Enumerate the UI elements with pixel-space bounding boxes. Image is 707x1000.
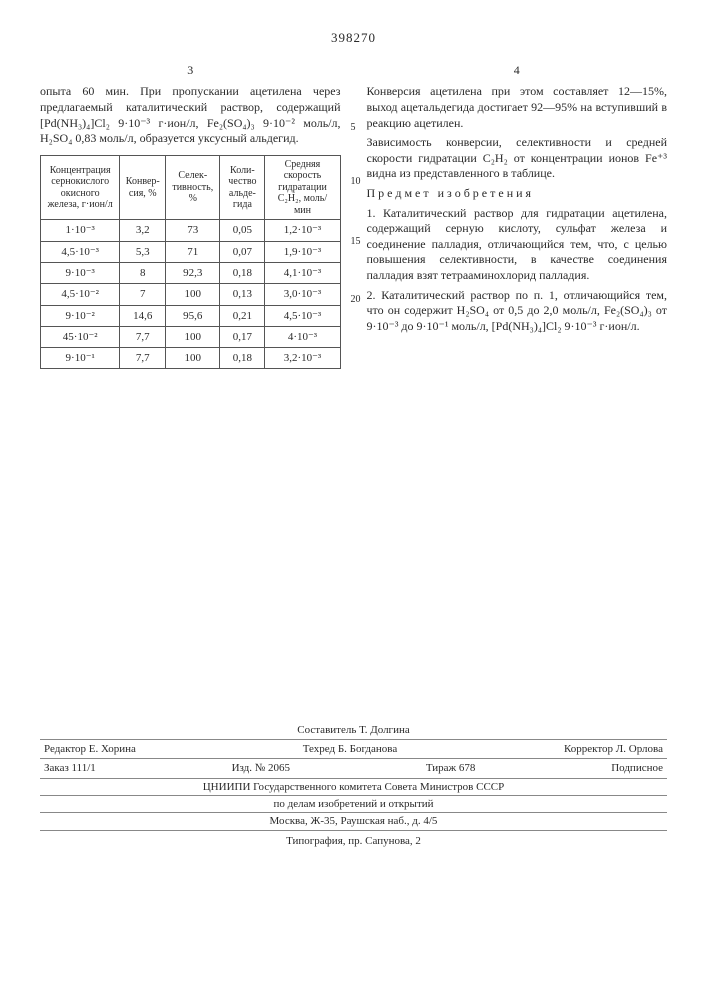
table-row: 45·10⁻² 7,7 100 0,17 4·10⁻³ xyxy=(41,326,341,347)
cell: 14,6 xyxy=(120,305,166,326)
th-sel: Селек­тивность, % xyxy=(166,155,220,220)
cell: 0,07 xyxy=(220,241,265,262)
line-number: 5 xyxy=(351,121,356,134)
cell: 92,3 xyxy=(166,262,220,283)
two-column-body: 3 опыта 60 мин. При пропускании ацетилен… xyxy=(40,63,667,683)
claim-1: 1. Каталитический раствор для гидратации… xyxy=(367,206,668,284)
cell: 0,21 xyxy=(220,305,265,326)
cell: 4,5·10⁻³ xyxy=(41,241,120,262)
cell: 1·10⁻³ xyxy=(41,220,120,241)
cell: 100 xyxy=(166,284,220,305)
cell: 5,3 xyxy=(120,241,166,262)
corrector-credit: Корректор Л. Орлова xyxy=(564,742,663,756)
subscription: Подписное xyxy=(611,761,663,775)
th-rate: Средняя скорость гидратации C₂H₂, моль/м… xyxy=(265,155,340,220)
cell: 4,1·10⁻³ xyxy=(265,262,340,283)
table-row: 4,5·10⁻² 7 100 0,13 3,0·10⁻³ xyxy=(41,284,341,305)
cell: 8 xyxy=(120,262,166,283)
cell: 4·10⁻³ xyxy=(265,326,340,347)
cell: 1,2·10⁻³ xyxy=(265,220,340,241)
table-header-row: Концентра­ция серно­кислого окисного жел… xyxy=(41,155,341,220)
subject-heading: Предмет изобретения xyxy=(367,186,668,202)
table-row: 9·10⁻³ 8 92,3 0,18 4,1·10⁻³ xyxy=(41,262,341,283)
table-row: 9·10⁻¹ 7,7 100 0,18 3,2·10⁻³ xyxy=(41,348,341,369)
left-column: 3 опыта 60 мин. При пропускании ацетилен… xyxy=(40,63,341,683)
left-col-number: 3 xyxy=(40,63,341,79)
cell: 100 xyxy=(166,348,220,369)
cell: 9·10⁻³ xyxy=(41,262,120,283)
results-table: Концентра­ция серно­кислого окисного жел… xyxy=(40,155,341,370)
claim-2: 2. Каталитический раствор по п. 1, отлич… xyxy=(367,288,668,335)
compiler-line: Составитель Т. Долгина xyxy=(40,723,667,737)
izd-no: Изд. № 2065 xyxy=(232,761,290,775)
th-conv: Конвер­сия, % xyxy=(120,155,166,220)
cell: 9·10⁻² xyxy=(41,305,120,326)
table-row: 4,5·10⁻³ 5,3 71 0,07 1,9·10⁻³ xyxy=(41,241,341,262)
printer-line: Типография, пр. Сапунова, 2 xyxy=(40,831,667,848)
cell: 4,5·10⁻² xyxy=(41,284,120,305)
cell: 0,18 xyxy=(220,348,265,369)
tirazh: Тираж 678 xyxy=(426,761,476,775)
cell: 7,7 xyxy=(120,326,166,347)
cell: 100 xyxy=(166,326,220,347)
document-number: 398270 xyxy=(40,30,667,47)
org-line-3: Москва, Ж-35, Раушская наб., д. 4/5 xyxy=(40,813,667,830)
credits-row: Редактор Е. Хорина Техред Б. Богданова К… xyxy=(40,739,667,759)
cell: 4,5·10⁻³ xyxy=(265,305,340,326)
right-paragraph-2: Зависимость конверсии, селективности и с… xyxy=(367,135,668,182)
cell: 0,17 xyxy=(220,326,265,347)
cell: 7 xyxy=(120,284,166,305)
cell: 3,2·10⁻³ xyxy=(265,348,340,369)
cell: 9·10⁻¹ xyxy=(41,348,120,369)
cell: 7,7 xyxy=(120,348,166,369)
cell: 45·10⁻² xyxy=(41,326,120,347)
cell: 0,13 xyxy=(220,284,265,305)
left-paragraph-1: опыта 60 мин. При пропускании ацетилена … xyxy=(40,84,341,146)
cell: 0,05 xyxy=(220,220,265,241)
org-line-2: по делам изобретений и открытий xyxy=(40,796,667,813)
cell: 3,2 xyxy=(120,220,166,241)
publication-row: Заказ 111/1 Изд. № 2065 Тираж 678 Подпис… xyxy=(40,759,667,778)
th-qty: Коли­чество альде­гида xyxy=(220,155,265,220)
cell: 71 xyxy=(166,241,220,262)
footer-block: Составитель Т. Долгина Редактор Е. Хорин… xyxy=(40,723,667,848)
cell: 95,6 xyxy=(166,305,220,326)
right-col-number: 4 xyxy=(367,63,668,79)
table-row: 1·10⁻³ 3,2 73 0,05 1,2·10⁻³ xyxy=(41,220,341,241)
line-number: 15 xyxy=(351,235,361,248)
right-paragraph-1: Конверсия ацетилена при этом составляет … xyxy=(367,84,668,131)
cell: 3,0·10⁻³ xyxy=(265,284,340,305)
order-no: Заказ 111/1 xyxy=(44,761,96,775)
table-row: 9·10⁻² 14,6 95,6 0,21 4,5·10⁻³ xyxy=(41,305,341,326)
org-line-1: ЦНИИПИ Государственного комитета Совета … xyxy=(40,779,667,796)
cell: 73 xyxy=(166,220,220,241)
cell: 1,9·10⁻³ xyxy=(265,241,340,262)
techred-credit: Техред Б. Богданова xyxy=(303,742,398,756)
cell: 0,18 xyxy=(220,262,265,283)
th-conc: Концентра­ция серно­кислого окисного жел… xyxy=(41,155,120,220)
editor-credit: Редактор Е. Хорина xyxy=(44,742,136,756)
line-number: 20 xyxy=(351,293,361,306)
right-column: 4 Конверсия ацетилена при этом составляе… xyxy=(367,63,668,683)
line-number: 10 xyxy=(351,175,361,188)
